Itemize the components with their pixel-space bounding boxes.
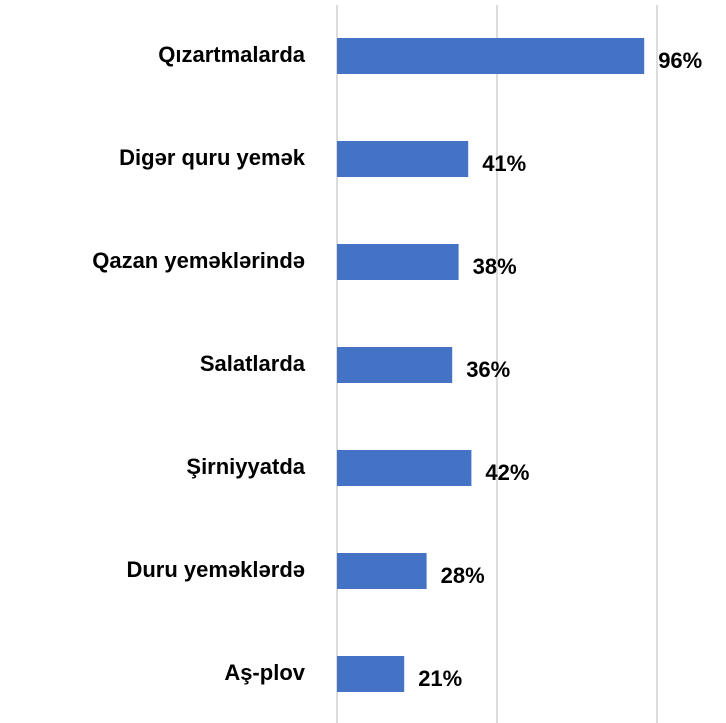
bar bbox=[337, 38, 645, 74]
data-label: 96% bbox=[658, 48, 702, 73]
data-label: 36% bbox=[466, 357, 510, 382]
category-label: Salatlarda bbox=[200, 351, 306, 376]
bar bbox=[337, 244, 459, 280]
bar bbox=[337, 450, 472, 486]
bar bbox=[337, 141, 469, 177]
category-label: Digər quru yemək bbox=[119, 145, 306, 170]
category-label: Aş-plov bbox=[224, 660, 305, 685]
data-label: 28% bbox=[441, 563, 485, 588]
data-label: 41% bbox=[482, 151, 526, 176]
data-label: 38% bbox=[473, 254, 517, 279]
category-label: Duru yeməklərdə bbox=[126, 557, 305, 582]
bar bbox=[337, 347, 453, 383]
category-label: Qazan yeməklərində bbox=[92, 248, 305, 273]
category-label: Qızartmalarda bbox=[158, 42, 305, 67]
bar bbox=[337, 553, 427, 589]
data-label: 21% bbox=[418, 666, 462, 691]
category-label: Şirniyyatda bbox=[186, 454, 305, 479]
data-label: 42% bbox=[485, 460, 529, 485]
bar bbox=[337, 656, 405, 692]
